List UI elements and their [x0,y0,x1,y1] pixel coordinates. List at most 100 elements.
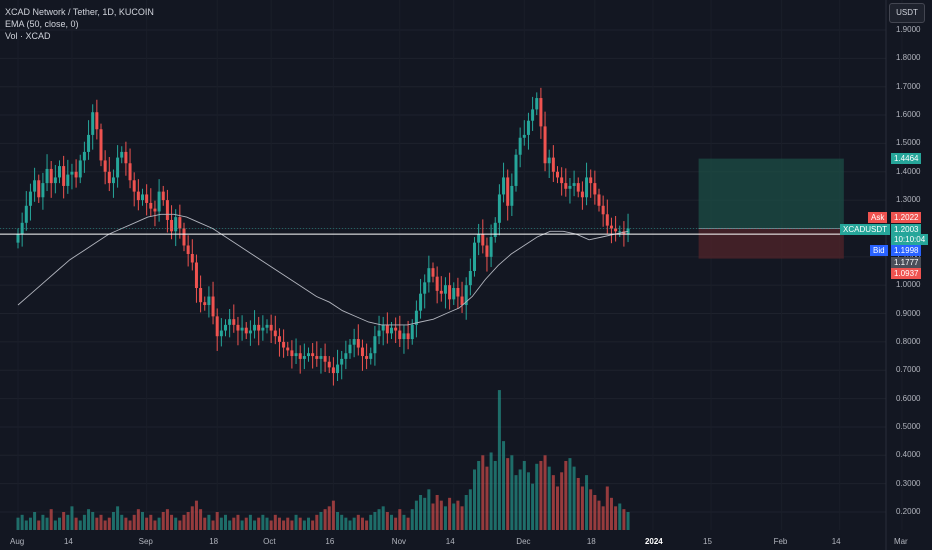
volume-bar [302,520,306,530]
candle-body [298,353,302,359]
volume-bar [576,477,580,530]
candle-body [269,324,273,331]
volume-bar [352,517,356,530]
volume-bar [336,512,340,530]
candle-body [605,214,609,226]
candle-body [91,112,95,135]
long-position-tool[interactable] [698,158,844,259]
loss-zone[interactable] [698,228,844,259]
volume-bar [70,506,74,530]
volume-bar [136,509,140,530]
candle-body [414,310,418,325]
volume-bar [211,520,215,530]
legend-title: XCAD Network / Tether, 1D, KUCOIN [5,7,154,17]
volume-bar [286,517,290,530]
candle-body [535,98,539,110]
ask-price-tag: 1.2022 [891,212,922,223]
volume-bar [377,509,381,530]
candle-body [439,290,443,294]
volume-bars [16,390,630,530]
volume-bar [394,517,398,530]
volume-bar [560,472,564,530]
volume-bar [207,514,211,530]
candle-body [448,285,452,300]
volume-bar [66,514,70,530]
candle-body [53,177,57,184]
candle-body [273,330,277,337]
candle-body [16,234,20,243]
candle-body [489,236,493,257]
candle-body [232,319,236,325]
price-tick-label: 0.6000 [896,393,921,403]
candle-body [510,185,514,206]
candle-body [398,330,402,340]
volume-bar [107,517,111,530]
candle-body [323,356,327,362]
candle-body [456,288,460,297]
volume-bar [460,506,464,530]
candle-body [87,134,91,152]
volume-bar [265,517,269,530]
volume-bar [319,512,323,530]
volume-bar [452,503,456,530]
candle-body [336,364,340,374]
candle-body [224,324,227,331]
profit-zone[interactable] [698,158,844,229]
candle-body [369,353,373,359]
volume-bar [58,517,61,530]
volume-bar [253,520,257,530]
candle-body [390,327,393,334]
candle-body [290,350,294,357]
volume-bar [502,441,506,530]
volume-bar [485,466,489,530]
candle-body [319,356,323,359]
volume-bar [232,517,236,530]
volume-bar [497,390,501,530]
volume-bar [551,475,555,530]
time-tick-label: 16 [325,537,335,546]
candle-body [58,166,61,178]
volume-bar [543,455,547,530]
price-tick-label: 0.3000 [896,478,921,488]
volume-bar [568,458,572,530]
volume-bar [402,514,406,530]
candle-body [62,166,66,186]
volume-bar [203,517,207,530]
candle-body [157,191,161,212]
volume-bar [398,509,402,530]
volume-bar [580,486,584,530]
candle-body [49,168,53,184]
candle-body [381,324,385,331]
time-tick-label: 14 [831,537,841,546]
candle-body [161,191,165,201]
volume-bar [514,475,518,530]
volume-bar [323,509,327,530]
candle-body [170,219,174,232]
volume-bar [456,500,460,530]
volume-bar [307,517,310,530]
price-tick-label: 1.7000 [896,81,921,91]
candle-body [597,194,601,206]
volume-bar [74,517,78,530]
candle-body [348,344,352,354]
volume-bar [161,512,165,530]
currency-button[interactable]: USDT [889,3,925,23]
volume-bar [506,458,510,530]
price-tick-label: 1.0000 [896,280,921,290]
volume-bar [622,509,626,530]
candle-body [410,324,414,340]
volume-bar [315,514,319,530]
volume-bar [618,503,622,530]
ema-line [17,213,629,326]
volume-bar [481,455,485,530]
volume-bar [41,514,45,530]
candle-body [589,177,593,184]
candle-body [116,157,120,178]
candle-body [282,341,286,348]
ema-price-tag: 1.1777 [891,257,922,268]
volume-bar [431,503,435,530]
candle-body [248,330,252,334]
candle-body [502,177,506,195]
volume-bar [157,517,161,530]
